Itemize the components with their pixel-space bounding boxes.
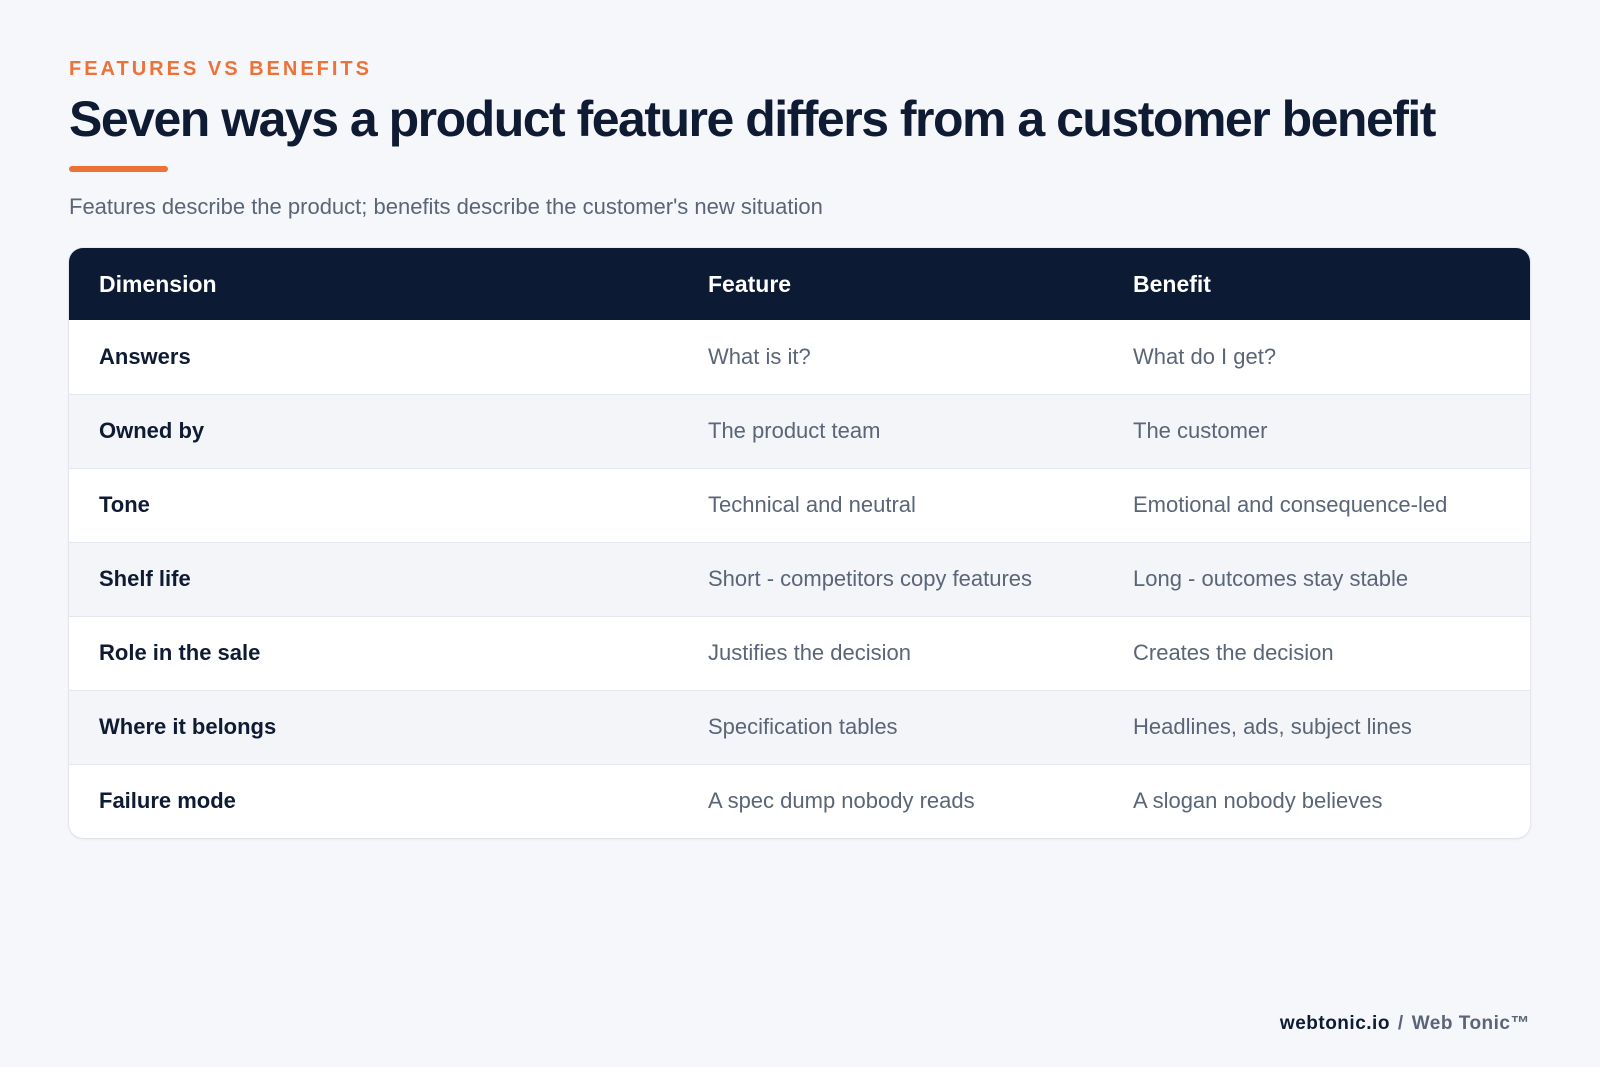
comparison-table-card: Dimension Feature Benefit Answers What i… [69,248,1530,838]
feature-cell: Short - competitors copy features [708,566,1033,591]
footer-credit: webtonic.io / Web Tonic™ [1280,1013,1530,1035]
eyebrow-label: FEATURES VS BENEFITS [69,58,372,80]
column-header-feature: Feature [708,270,792,297]
benefit-cell: Emotional and consequence-led [1133,492,1448,517]
benefit-cell: Long - outcomes stay stable [1133,566,1409,591]
column-header-benefit: Benefit [1133,270,1211,297]
table-header-row: Dimension Feature Benefit [69,248,1530,320]
benefit-cell: A slogan nobody believes [1133,788,1383,814]
table-row: Tone Technical and neutral Emotional and… [69,468,1530,542]
benefit-cell: The customer [1133,418,1268,443]
feature-cell: Technical and neutral [708,492,916,517]
dimension-cell: Answers [99,343,191,369]
table-row: Failure mode A spec dump nobody reads A … [69,764,1530,838]
feature-cell: The product team [708,418,881,443]
benefit-cell: What do I get? [1133,343,1277,369]
table-row: Role in the sale Justifies the decision … [69,616,1530,690]
footer-separator: / [1397,1013,1404,1034]
dimension-cell: Tone [99,492,150,517]
dimension-cell: Owned by [99,418,205,443]
table-row: Shelf life Short - competitors copy feat… [69,542,1530,616]
footer-site: webtonic.io [1279,1013,1390,1034]
benefit-cell: Headlines, ads, subject lines [1133,714,1412,739]
page-title: Seven ways a product feature differs fro… [69,91,1436,147]
table-row: Answers What is it? What do I get? [69,320,1530,394]
dimension-cell: Where it belongs [99,714,277,739]
comparison-table: Dimension Feature Benefit Answers What i… [69,248,1530,838]
dimension-cell: Role in the sale [99,640,261,665]
feature-cell: A spec dump nobody reads [708,788,975,814]
feature-cell: What is it? [708,343,811,369]
page-subtitle: Features describe the product; benefits … [69,194,823,219]
benefit-cell: Creates the decision [1133,640,1334,665]
footer-brand: Web Tonic™ [1411,1013,1530,1034]
dimension-cell: Shelf life [99,566,191,591]
table-row: Owned by The product team The customer [69,394,1530,468]
feature-cell: Justifies the decision [708,640,911,665]
feature-cell: Specification tables [708,714,898,739]
table-row: Where it belongs Specification tables He… [69,690,1530,764]
title-accent-bar [69,166,168,172]
column-header-dimension: Dimension [99,270,217,297]
dimension-cell: Failure mode [99,788,236,814]
